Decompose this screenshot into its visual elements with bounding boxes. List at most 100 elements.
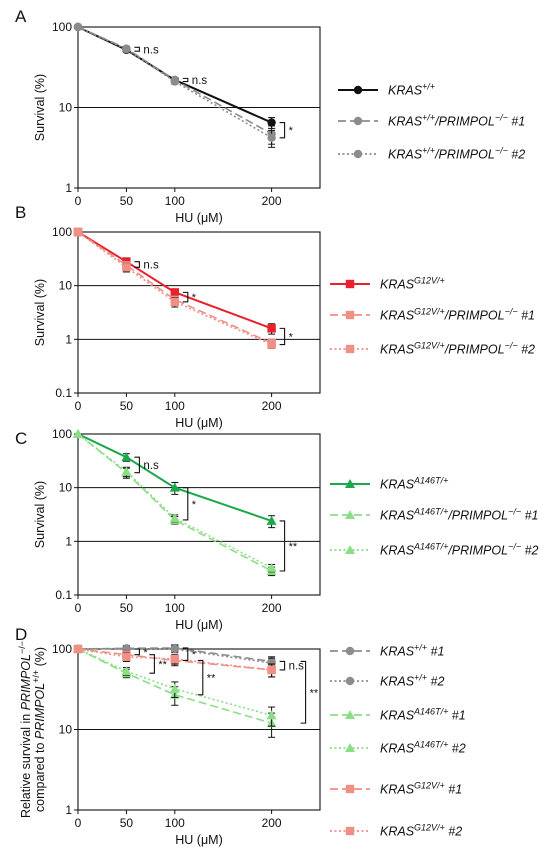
bracket-line bbox=[134, 46, 140, 52]
series-line bbox=[77, 231, 272, 344]
bracket-line bbox=[279, 327, 286, 346]
x-tick-label: 200 bbox=[262, 601, 282, 615]
significance-bracket: ** bbox=[149, 654, 168, 674]
legend-item: KRAS+/+ #2 bbox=[330, 673, 444, 689]
legend-label: KRAS+/+/PRIMPOL−/− #2 bbox=[388, 146, 525, 162]
x-tick-label: 0 bbox=[75, 194, 82, 208]
y-axis-label: Survival (%) bbox=[33, 481, 47, 548]
x-tick-label: 0 bbox=[75, 399, 82, 413]
bracket-label: * bbox=[192, 499, 197, 511]
x-tick-label: 0 bbox=[75, 816, 82, 830]
data-point bbox=[267, 340, 276, 349]
series-6 bbox=[73, 644, 276, 678]
data-point bbox=[267, 324, 276, 333]
significance-bracket: ** bbox=[279, 520, 298, 572]
series-line bbox=[77, 26, 272, 135]
legend-item: KRASA146T/+/PRIMPOL−/− #1 bbox=[330, 507, 538, 523]
legend-label: KRASA146T/+ #2 bbox=[380, 740, 466, 756]
data-point bbox=[170, 77, 179, 86]
bracket-line bbox=[182, 291, 189, 303]
bracket-label: n.s bbox=[143, 44, 159, 56]
legend-item: KRASG12V/+ bbox=[330, 276, 445, 292]
y-tick-label: 100 bbox=[52, 642, 72, 656]
panel-letter: D bbox=[15, 625, 27, 644]
bracket-line bbox=[279, 660, 286, 671]
bracket-line bbox=[182, 647, 189, 662]
significance-bracket: * bbox=[279, 122, 294, 139]
significance-bracket: ** bbox=[197, 659, 216, 696]
series-2 bbox=[73, 227, 276, 349]
data-point bbox=[121, 666, 132, 676]
panel-a: A 1 10 100 0 50 100 200 HU (μM) Survival (%) n.s n.… bbox=[15, 7, 525, 225]
series-line bbox=[78, 648, 272, 664]
x-axis-label: HU (μM) bbox=[175, 211, 222, 225]
bracket-label: * bbox=[289, 125, 294, 137]
legend-label: KRASG12V/+/PRIMPOL−/− #1 bbox=[380, 307, 535, 323]
legend-marker bbox=[345, 646, 355, 656]
bracket-line bbox=[182, 77, 189, 83]
bracket-line bbox=[300, 660, 307, 724]
data-point bbox=[170, 644, 179, 654]
series-1 bbox=[73, 429, 277, 529]
legend-item: KRASG12V/+/PRIMPOL−/− #1 bbox=[330, 307, 535, 323]
x-axis-label: HU (μM) bbox=[175, 618, 222, 632]
legend-label: KRASA146T/+/PRIMPOL−/− #1 bbox=[380, 507, 538, 523]
series-line bbox=[77, 433, 272, 572]
legend-label: KRAS+/+/PRIMPOL−/− #1 bbox=[388, 113, 525, 129]
legend-label: KRASG12V/+ #2 bbox=[380, 823, 462, 839]
legend-item: KRAS+/+ bbox=[338, 82, 435, 98]
x-tick-label: 200 bbox=[262, 816, 282, 830]
data-point bbox=[267, 118, 276, 127]
y-tick-label: 100 bbox=[52, 225, 72, 239]
legend-marker bbox=[345, 344, 355, 354]
bracket-label: n.s bbox=[143, 460, 159, 472]
x-tick-label: 200 bbox=[262, 194, 282, 208]
data-point bbox=[170, 297, 179, 307]
legend-marker bbox=[353, 149, 363, 159]
x-tick-label: 50 bbox=[120, 399, 134, 413]
legend-item: KRASG12V/+ #2 bbox=[330, 823, 462, 839]
data-point bbox=[73, 22, 83, 32]
legend-item: KRASA146T/+ #1 bbox=[330, 707, 466, 723]
legend-marker bbox=[345, 310, 355, 320]
legend-marker bbox=[345, 826, 355, 836]
bracket-label: n.s bbox=[192, 75, 208, 87]
panel-b: B 0.1 1 10 100 0 50 100 200 HU (μM) Survival (%) n.… bbox=[15, 203, 535, 430]
data-point bbox=[266, 710, 277, 720]
significance-bracket: * bbox=[182, 647, 197, 662]
x-tick-label: 100 bbox=[165, 816, 185, 830]
legend-label: KRASA146T/+ bbox=[380, 476, 448, 492]
legend-label: KRASG12V/+/PRIMPOL−/− #2 bbox=[380, 341, 535, 357]
data-point bbox=[73, 644, 83, 654]
legend-marker bbox=[345, 743, 355, 752]
series-line bbox=[77, 231, 272, 330]
significance-bracket: n.s bbox=[134, 259, 159, 271]
legend-item: KRASA146T/+ #2 bbox=[330, 740, 466, 756]
data-point bbox=[169, 683, 180, 693]
series-line bbox=[77, 648, 272, 671]
bracket-line bbox=[279, 122, 286, 139]
legend-label: KRASG12V/+ #1 bbox=[380, 781, 462, 797]
legend-marker bbox=[345, 479, 355, 488]
data-point bbox=[121, 452, 132, 462]
data-point bbox=[170, 288, 179, 297]
legend-marker bbox=[345, 710, 355, 719]
legend-label: KRASG12V/+ bbox=[380, 276, 445, 292]
bracket-label: ** bbox=[310, 687, 319, 699]
panel-letter: A bbox=[15, 7, 27, 26]
bracket-label: ** bbox=[158, 659, 167, 671]
legend-item: KRAS+/+/PRIMPOL−/− #1 bbox=[338, 113, 525, 129]
series-line bbox=[77, 433, 272, 522]
x-tick-label: 200 bbox=[262, 399, 282, 413]
y-tick-label: 1 bbox=[65, 181, 72, 195]
x-tick-label: 0 bbox=[75, 601, 82, 615]
bracket-label: * bbox=[289, 331, 294, 343]
bracket-line bbox=[279, 520, 286, 572]
x-tick-label: 50 bbox=[120, 194, 134, 208]
significance-bracket: n.s bbox=[182, 75, 208, 87]
y-axis-label: Survival (%) bbox=[33, 279, 47, 346]
data-point bbox=[122, 263, 131, 272]
series-line bbox=[77, 648, 272, 724]
legend-marker bbox=[353, 85, 363, 95]
panel-letter: C bbox=[15, 429, 27, 448]
